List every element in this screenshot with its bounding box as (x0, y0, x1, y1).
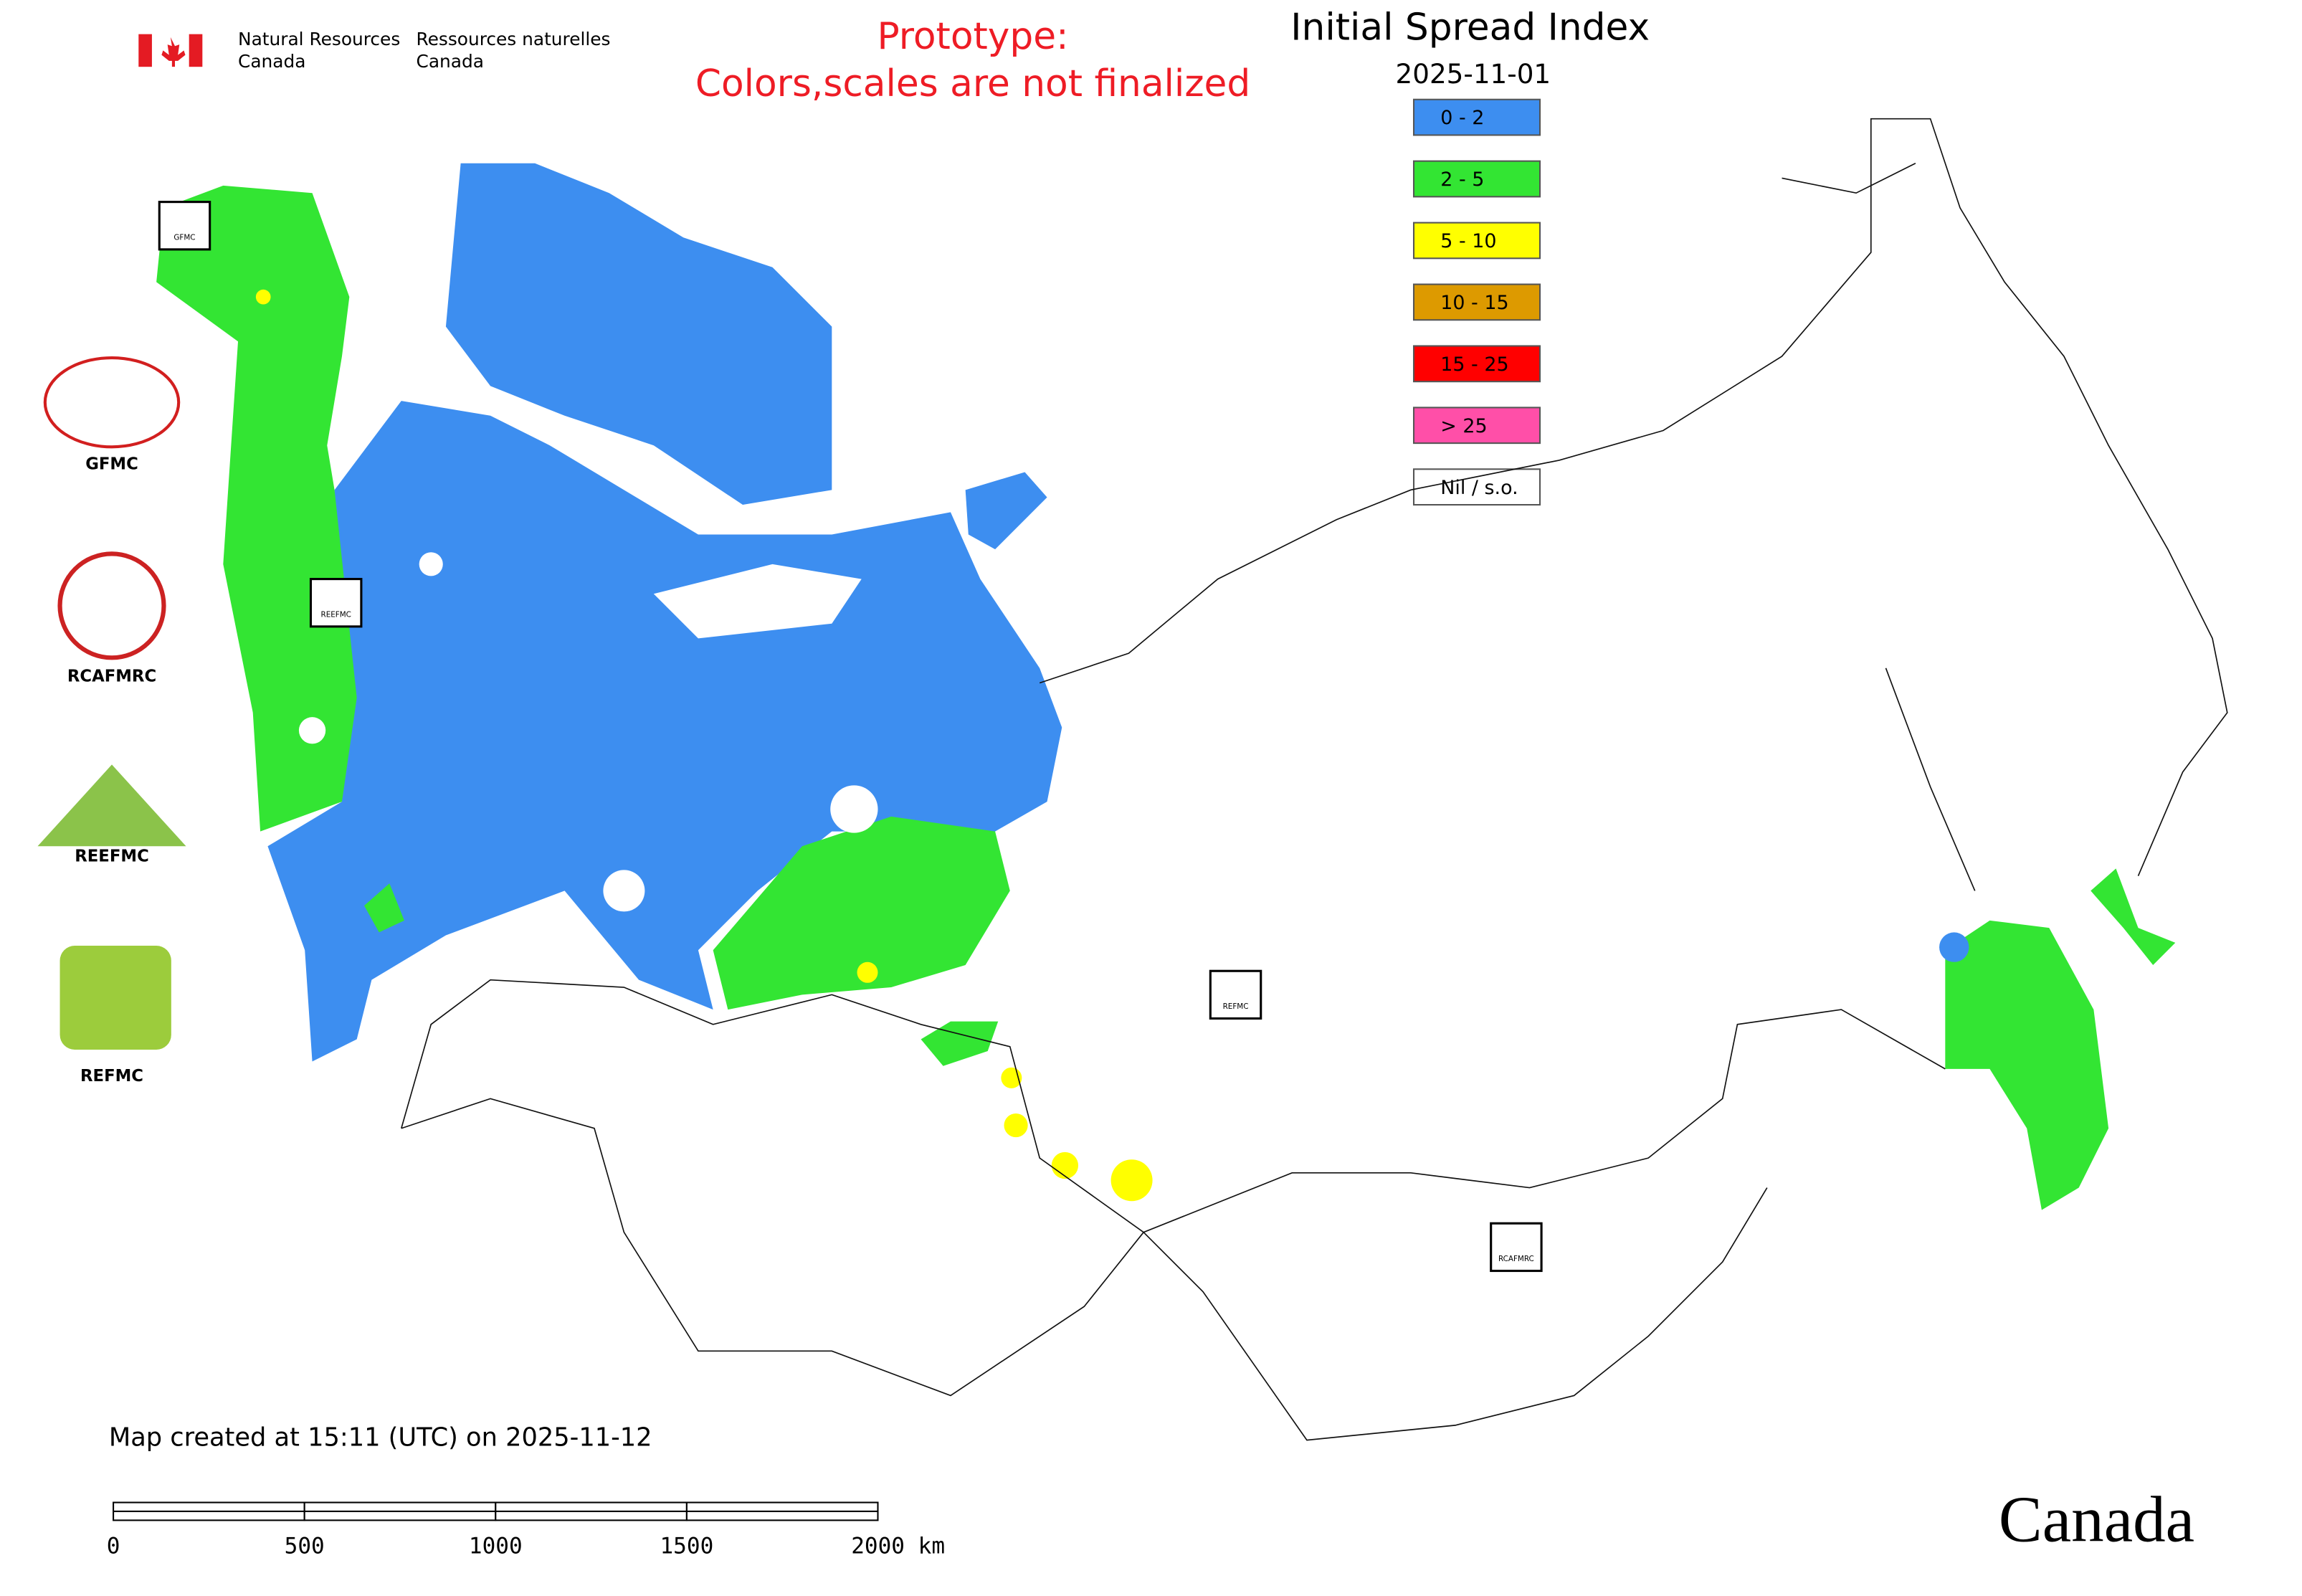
logo-label: GFMC (85, 455, 138, 474)
legend-label: 10 - 15 (1440, 292, 1508, 314)
title: Initial Spread Index (1290, 6, 1650, 49)
legend-label: Nil / s.o. (1440, 477, 1518, 499)
map-badge-label: RCAFMRC (1498, 1255, 1534, 1263)
map-badge-label: GFMC (173, 233, 195, 242)
scale-label: 0 (107, 1534, 120, 1559)
legend-label: 5 - 10 (1440, 230, 1496, 252)
logo-label: REEFMC (75, 847, 149, 865)
map-badge (309, 578, 363, 628)
scale-label: 1000 (469, 1534, 523, 1559)
date: 2025-11-01 (1396, 58, 1551, 90)
logo-mark (37, 764, 186, 847)
map-badge (1209, 969, 1262, 1020)
legend-label: 2 - 5 (1440, 168, 1484, 191)
legend-label: 0 - 2 (1440, 107, 1484, 129)
scale-bar: 0 500 1000 1500 2000 km (107, 1501, 945, 1559)
logo-label: REFMC (80, 1067, 143, 1086)
logo-mark (57, 551, 166, 660)
scale-label: 2000 km (851, 1534, 945, 1559)
legend-swatch (1412, 468, 1541, 506)
logo-mark (43, 356, 181, 449)
map-badge (158, 201, 211, 251)
agency-en: Natural Resources (238, 29, 400, 49)
legend-swatch (1412, 283, 1541, 321)
map-badge-label: REEFMC (321, 610, 351, 619)
scale-label: 500 (285, 1534, 325, 1559)
legend-swatch (1412, 345, 1541, 383)
agency-fr: Canada (417, 51, 484, 72)
legend-swatch (1412, 407, 1541, 445)
logos: GFMC RCAFMRC REEFMC REFMC (37, 356, 186, 1086)
logo-label: RCAFMRC (67, 668, 156, 686)
legend: 0 - 2 2 - 5 5 - 10 10 - 15 15 - 25 > 25 Nil / … (1412, 98, 1541, 506)
legend-label: > 25 (1440, 415, 1487, 437)
notice: Colors,scales are not finalized (695, 62, 1250, 105)
map-badges: GFMC REEFMC REFMC RCAFMRC (158, 201, 1543, 1273)
scale-label: 1500 (660, 1534, 713, 1559)
created-note: Map created at 15:11 (UTC) on 2025-11-12 (109, 1423, 652, 1453)
map-badge-label: REFMC (1223, 1002, 1249, 1011)
agency-en: Canada (238, 51, 305, 72)
agency-fr: Ressources naturelles (417, 29, 611, 49)
legend-swatch (1412, 160, 1541, 198)
legend-swatch (1412, 222, 1541, 260)
map-badge (1490, 1222, 1543, 1273)
legend-swatch (1412, 98, 1541, 136)
legend-label: 15 - 25 (1440, 353, 1508, 376)
map (156, 118, 2228, 1441)
canada-flag (138, 34, 203, 67)
notice: Prototype: (877, 15, 1068, 58)
canada-wordmark: Canada (1999, 1483, 2194, 1556)
logo-mark (60, 946, 171, 1050)
